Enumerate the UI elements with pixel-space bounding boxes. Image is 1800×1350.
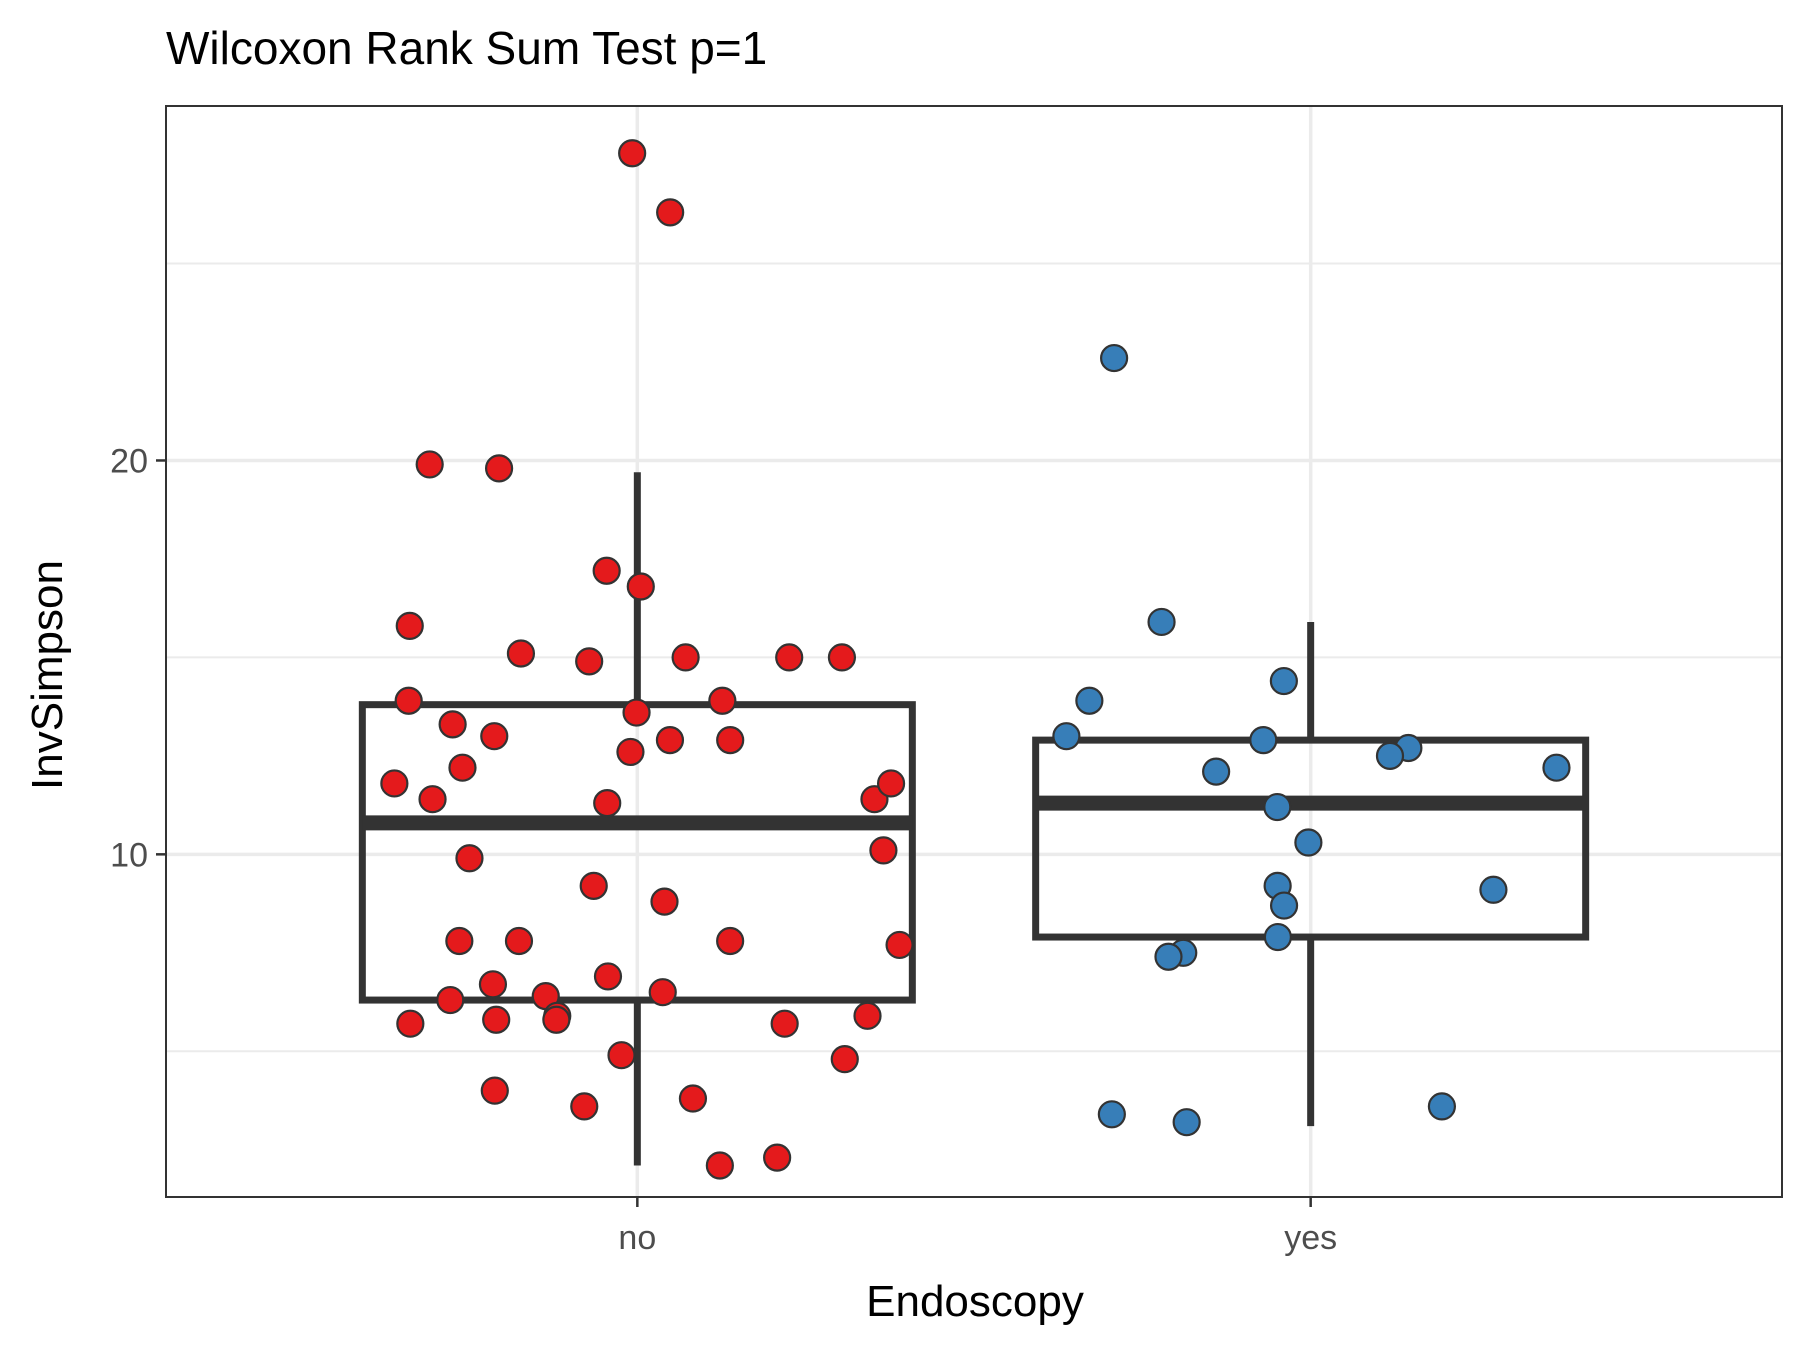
data-point [1172, 1108, 1201, 1137]
data-point [1154, 942, 1183, 971]
box-yes [1032, 621, 1590, 1127]
data-point [650, 887, 679, 916]
data-point [763, 1143, 792, 1172]
data-point [575, 647, 604, 676]
data-point [394, 686, 423, 715]
data-point [436, 985, 465, 1015]
data-point [1052, 722, 1081, 751]
data-point [418, 785, 447, 814]
data-point [1202, 757, 1231, 786]
data-point [592, 556, 621, 585]
data-point [1263, 792, 1292, 822]
data-point [885, 930, 914, 960]
data-point [482, 1005, 511, 1034]
data-point [448, 753, 477, 782]
y-axis-title: InvSimpson [23, 560, 72, 790]
data-point [716, 926, 745, 956]
data-point [1147, 607, 1176, 637]
data-point [593, 789, 622, 818]
data-point [1097, 1100, 1126, 1129]
points-yes [1052, 343, 1571, 1137]
plot-background [166, 106, 1782, 1197]
data-point [570, 1092, 599, 1121]
box-iqr [1032, 736, 1590, 941]
data-point [1269, 666, 1298, 696]
data-point [1075, 686, 1104, 715]
data-point [830, 1045, 859, 1074]
data-point [504, 926, 534, 956]
data-point [395, 611, 424, 640]
x-tick-label: yes [1284, 1219, 1337, 1257]
data-point [396, 1009, 425, 1038]
data-point [618, 139, 647, 168]
data-point [593, 962, 623, 991]
data-point [607, 1041, 636, 1070]
data-point [579, 871, 608, 900]
data-point [445, 926, 474, 956]
data-point [616, 737, 645, 767]
data-point [655, 726, 685, 755]
data-point [648, 978, 677, 1007]
data-point [380, 769, 409, 798]
chart-title: Wilcoxon Rank Sum Test p=1 [166, 22, 767, 74]
points-no [380, 139, 914, 1180]
data-point [770, 1009, 799, 1038]
data-point [622, 698, 651, 727]
data-point [1294, 828, 1323, 857]
data-point [716, 726, 745, 755]
data-point [506, 639, 536, 668]
x-axis-title: Endoscopy [866, 1277, 1084, 1326]
data-point [1100, 343, 1129, 373]
data-point [708, 686, 737, 715]
data-point [1263, 922, 1292, 952]
data-point [455, 844, 484, 873]
data-point [1375, 741, 1405, 770]
data-point [542, 1005, 571, 1034]
data-point [656, 198, 685, 227]
data-point [827, 643, 857, 672]
data-point [671, 643, 700, 672]
data-point [853, 1001, 882, 1030]
data-point [626, 572, 655, 601]
data-point [480, 722, 509, 751]
data-point [678, 1084, 708, 1113]
data-point [480, 1076, 509, 1105]
data-point [1427, 1092, 1457, 1121]
data-point [775, 643, 804, 672]
data-point [484, 454, 514, 483]
plot-area: 10 20 no yes [110, 105, 1783, 1257]
data-point [1269, 891, 1299, 920]
data-point [1542, 753, 1571, 782]
data-point [869, 836, 898, 865]
data-point [478, 970, 508, 999]
data-point [876, 769, 906, 798]
data-point [705, 1151, 734, 1180]
y-tick-label: 20 [110, 442, 148, 480]
y-tick-label: 10 [110, 836, 148, 874]
data-point [415, 450, 444, 479]
x-tick-label: no [618, 1219, 656, 1257]
data-point [1249, 726, 1278, 755]
data-point [1479, 875, 1508, 904]
plot-border [165, 105, 1783, 1198]
data-point [438, 710, 467, 739]
